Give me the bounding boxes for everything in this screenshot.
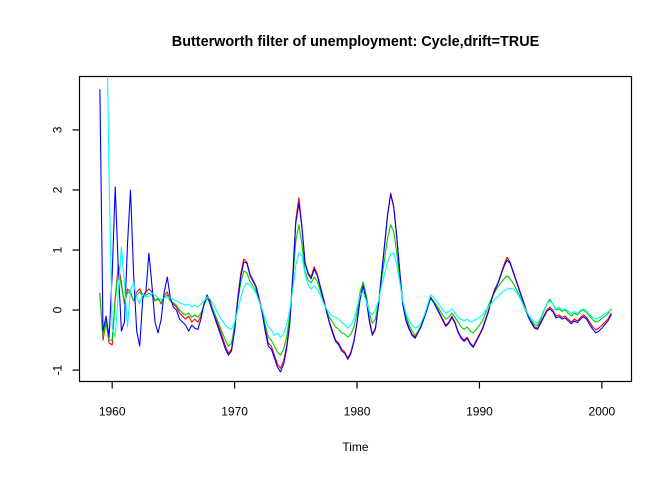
- series-lines: [99, 76, 612, 373]
- chart-title: Butterworth filter of unemployment: Cycl…: [172, 34, 540, 50]
- x-tick-label: 1970: [221, 405, 248, 419]
- y-tick-label: 0: [51, 306, 65, 313]
- x-tick-label: 1990: [466, 405, 493, 419]
- x-axis-label: Time: [342, 440, 369, 454]
- series-line-cycle-cyan: [107, 76, 612, 338]
- y-axis: -1 0 1 2 3: [51, 126, 80, 375]
- plot-box: [78, 75, 633, 383]
- x-tick-label: 2000: [589, 405, 616, 419]
- x-axis: 1960 1970 1980 1990 2000: [99, 381, 616, 419]
- y-tick-label: 2: [51, 186, 65, 193]
- x-tick-label: 1980: [344, 405, 371, 419]
- series-line-cycle-red: [99, 192, 612, 369]
- x-tick-label: 1960: [99, 405, 126, 419]
- y-tick-label: -1: [51, 364, 65, 375]
- y-tick-label: 1: [51, 246, 65, 253]
- series-line-cycle-blue: [99, 89, 612, 373]
- y-tick-label: 3: [51, 126, 65, 133]
